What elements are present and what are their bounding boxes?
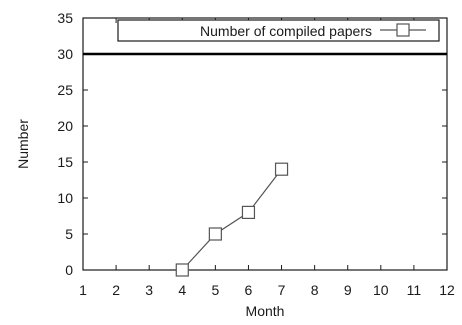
legend: Number of compiled papers — [117, 19, 440, 42]
x-tick-label: 7 — [278, 282, 286, 298]
x-tick-label: 6 — [245, 282, 253, 298]
x-axis-title: Month — [246, 303, 285, 319]
x-tick-label: 5 — [211, 282, 219, 298]
y-tick-label: 20 — [57, 118, 73, 134]
legend-box — [117, 19, 440, 42]
x-tick-label: 9 — [344, 282, 352, 298]
legend-marker-swatch — [396, 23, 410, 37]
x-tick-label: 4 — [178, 282, 186, 298]
x-tick-label: 12 — [439, 282, 455, 298]
x-tick-label: 3 — [145, 282, 153, 298]
series-layer — [175, 162, 289, 277]
data-point-marker — [274, 162, 289, 176]
data-point-marker — [208, 227, 222, 241]
y-tick-label: 25 — [57, 82, 73, 98]
data-point-marker — [175, 263, 189, 277]
x-tick-label: 10 — [373, 282, 389, 298]
y-tick-label: 0 — [65, 262, 73, 278]
x-tick-label: 11 — [407, 282, 422, 298]
y-tick-label: 10 — [57, 190, 73, 206]
x-tick-label: 2 — [112, 282, 120, 298]
y-tick-label: 30 — [57, 46, 73, 62]
y-tick-label: 35 — [57, 10, 73, 26]
x-tick-labels: 1 2 3 4 5 6 7 8 9 10 11 12 — [79, 282, 455, 298]
data-point-marker — [241, 205, 256, 219]
series-line — [181, 168, 283, 271]
plot-area — [82, 17, 448, 271]
x-tick-label: 8 — [311, 282, 319, 298]
legend-label: Number of compiled papers — [200, 23, 372, 39]
x-tick-label: 1 — [79, 282, 87, 298]
y-tick-label: 15 — [57, 154, 73, 170]
y-axis-title: Number — [15, 119, 31, 169]
y-tick-labels: 0 5 10 15 20 25 30 35 — [57, 10, 73, 278]
y-tick-label: 5 — [65, 226, 73, 242]
